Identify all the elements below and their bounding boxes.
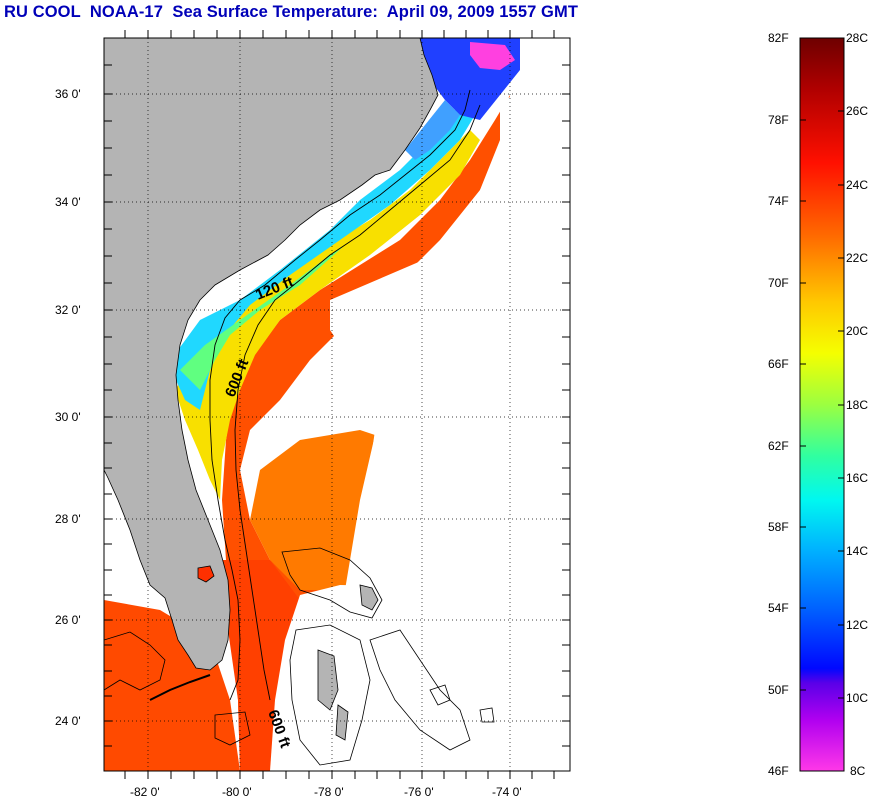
map-frame bbox=[103, 37, 571, 772]
map-title: RU COOL NOAA-17 Sea Surface Temperature:… bbox=[4, 3, 579, 21]
map-panel: 120 ft 600 ft 600 ft bbox=[104, 38, 570, 771]
bahamas-bank-outline-2 bbox=[289, 624, 371, 766]
colorbar-c-label: 12C bbox=[846, 618, 868, 632]
lat-label-28: 28 0' bbox=[55, 512, 81, 526]
warm-patch-east bbox=[250, 430, 375, 590]
shelf-water-cyan bbox=[176, 95, 478, 410]
colorbar-c-label: 18C bbox=[846, 398, 868, 412]
cay-sal-bank-outline bbox=[214, 711, 251, 746]
bahamas-bank-outline-1 bbox=[281, 547, 383, 619]
colorbar-f-label: 50F bbox=[768, 683, 789, 697]
axis-ticks bbox=[104, 30, 570, 779]
lon-label-78: -78 0' bbox=[314, 785, 344, 799]
colorbar-f-label: 62F bbox=[768, 439, 789, 453]
lat-label-24: 24 0' bbox=[55, 714, 81, 728]
lon-label-82: -82 0' bbox=[130, 785, 160, 799]
colorbar-c-label: 14C bbox=[846, 544, 868, 558]
colorbar-c-label: 20C bbox=[846, 324, 868, 338]
colorbar-c-label: 28C bbox=[846, 31, 868, 45]
colorbar-f-label: 66F bbox=[768, 357, 789, 371]
lat-label-36: 36 0' bbox=[55, 87, 81, 101]
lat-label-34: 34 0' bbox=[55, 195, 81, 209]
colorbar-f-label: 70F bbox=[768, 276, 789, 290]
cloud-patch-central bbox=[330, 200, 570, 600]
bahamas-land-andros bbox=[317, 649, 339, 711]
colorbar-gradient bbox=[799, 37, 845, 772]
colorbar-c-label: 16C bbox=[846, 471, 868, 485]
colorbar-f-label: 58F bbox=[768, 520, 789, 534]
shelf-water-green bbox=[180, 245, 345, 390]
colorbar-c-label: 22C bbox=[846, 251, 868, 265]
bahamas-white bbox=[270, 585, 570, 771]
bahamas-bank-outline-4 bbox=[429, 684, 495, 723]
nw-lighter-blue bbox=[405, 100, 460, 160]
bahamas-land-south bbox=[335, 704, 349, 741]
florida-keys bbox=[149, 674, 211, 701]
lat-label-32: 32 0' bbox=[55, 303, 81, 317]
colorbar-c-label: 26C bbox=[846, 104, 868, 118]
colorbar-f-label: 46F bbox=[768, 764, 789, 778]
bahamas-land-abaco bbox=[359, 584, 379, 611]
lat-label-30: 30 0' bbox=[55, 410, 81, 424]
lon-label-74: -74 0' bbox=[492, 785, 522, 799]
colorbar-f-label: 74F bbox=[768, 194, 789, 208]
colorbar-f-label: 78F bbox=[768, 113, 789, 127]
temperature-colorbar: 82F 78F 74F 70F 66F 62F 58F 54F 50F 46F … bbox=[768, 31, 868, 778]
lon-label-80: -80 0' bbox=[222, 785, 252, 799]
land-us-southeast bbox=[104, 38, 439, 671]
cloud-patch-east-north bbox=[480, 80, 570, 200]
colorbar-c-label: 8C bbox=[850, 764, 866, 778]
northern-purple-water bbox=[470, 42, 515, 70]
bahamas-bank-outline-3 bbox=[369, 629, 471, 751]
depth-contour-600ft bbox=[234, 104, 481, 701]
lake-okeechobee bbox=[197, 565, 215, 583]
colorbar-ticks bbox=[800, 110, 844, 699]
lat-label-26: 26 0' bbox=[55, 613, 81, 627]
colorbar-c-label: 24C bbox=[846, 178, 868, 192]
florida-bay-contour bbox=[104, 631, 166, 691]
shelf-water-yellow bbox=[175, 130, 480, 500]
colorbar-f-label: 54F bbox=[768, 601, 789, 615]
colorbar-c-label: 10C bbox=[846, 691, 868, 705]
graticule bbox=[104, 38, 570, 771]
depth-contour-120ft bbox=[209, 89, 471, 701]
lon-label-76: -76 0' bbox=[404, 785, 434, 799]
colorbar-f-label: 82F bbox=[768, 31, 789, 45]
